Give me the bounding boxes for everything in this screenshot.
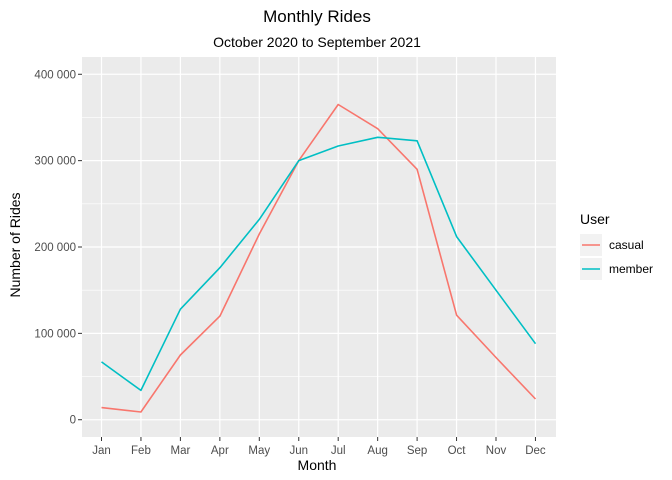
legend: User casual member <box>580 211 653 280</box>
series-line-member <box>101 136 537 392</box>
x-tick-label: Oct <box>448 445 467 457</box>
chart-subtitle: October 2020 to September 2021 <box>213 34 421 50</box>
y-tick-label: 100 000 <box>34 328 76 340</box>
y-tick-label: 200 000 <box>34 242 76 254</box>
legend-title: User <box>580 211 610 227</box>
y-tick-label: 0 <box>70 415 76 427</box>
x-tick-label: May <box>248 445 270 457</box>
x-tick-label: Feb <box>131 445 151 457</box>
y-axis-title: Number of Rides <box>7 192 23 297</box>
legend-items: casual member <box>580 234 653 280</box>
grid-minor <box>82 117 556 377</box>
x-tick-label: Aug <box>367 445 387 457</box>
legend-label-casual: casual <box>609 238 644 252</box>
y-tick-label: 400 000 <box>34 69 76 81</box>
x-tick-label: Apr <box>211 445 229 457</box>
x-tick-label: Dec <box>525 445 546 457</box>
series-lines <box>101 103 537 413</box>
x-tick-label: Jun <box>289 445 308 457</box>
x-tick-label: Nov <box>486 445 507 457</box>
x-tick-label: Sep <box>407 445 427 457</box>
chart-title: Monthly Rides <box>263 7 371 26</box>
x-tick-label: Jan <box>92 445 111 457</box>
grid-major <box>82 57 556 437</box>
y-tick-label: 300 000 <box>34 156 76 168</box>
x-tick-label: Mar <box>170 445 190 457</box>
x-axis-title: Month <box>298 457 337 473</box>
series-line-casual <box>101 103 537 413</box>
legend-label-member: member <box>609 262 653 276</box>
x-axis-ticks: Jan Feb Mar Apr May Jun Jul Aug Sep Oct Nov Dec <box>92 437 546 457</box>
x-tick-label: Jul <box>331 445 346 457</box>
y-axis-ticks: 0 100 000 200 000 300 000 400 000 <box>34 69 82 427</box>
